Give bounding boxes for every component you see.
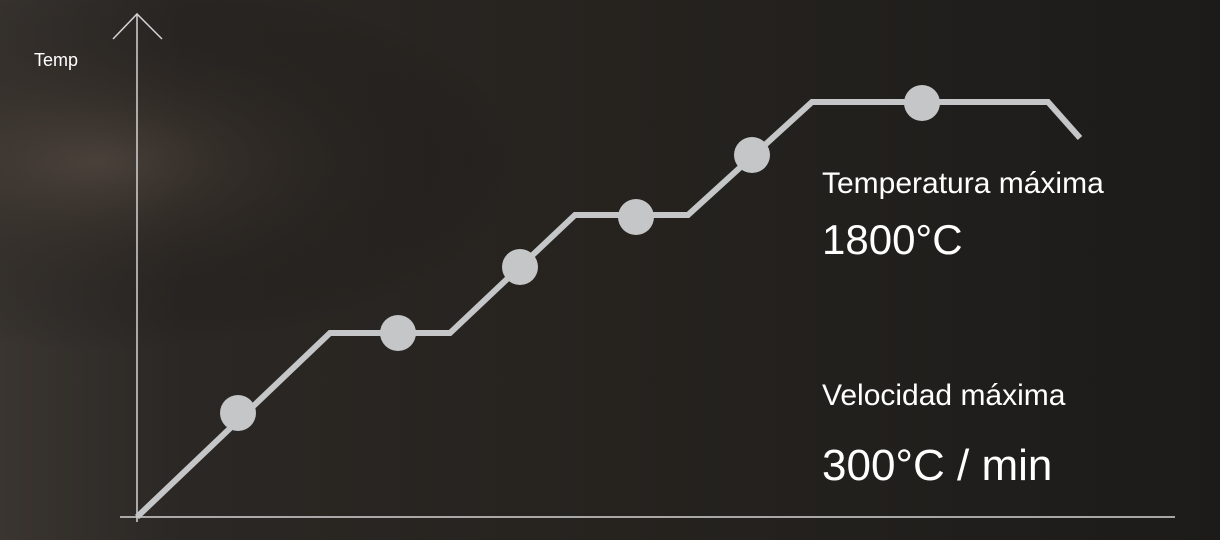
axis-label: Temp	[34, 50, 78, 70]
profile-point	[380, 315, 416, 351]
profile-point	[502, 249, 538, 285]
spec-value: 1800°C	[822, 216, 963, 263]
diagram: Temp Temperatura máxima 1800°C Velocidad…	[0, 0, 1220, 540]
profile-point	[904, 85, 940, 121]
spec-label: Velocidad máxima	[822, 379, 1066, 412]
spec-label: Temperatura máxima	[822, 167, 1104, 200]
profile-point	[734, 137, 770, 173]
profile-point	[618, 199, 654, 235]
profile-point	[220, 395, 256, 431]
spec-value: 300°C / min	[822, 441, 1052, 490]
